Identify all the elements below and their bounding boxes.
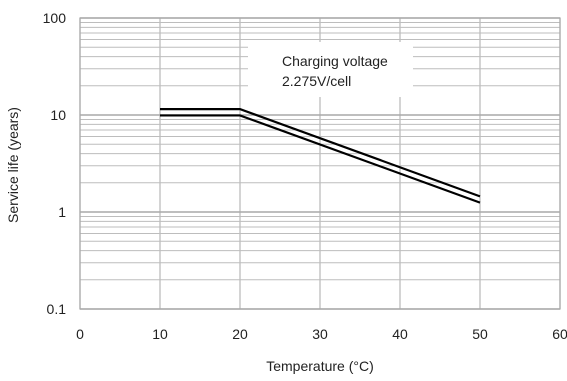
x-tick-label: 10 [152, 326, 168, 342]
x-axis-label: Temperature (°C) [266, 358, 374, 374]
grid-layer [79, 17, 561, 310]
annotation-line-1: Charging voltage [282, 53, 388, 69]
annotation-background [248, 42, 413, 97]
x-tick-label: 30 [312, 326, 328, 342]
x-tick-label: 50 [472, 326, 488, 342]
series-line-2 [160, 114, 481, 204]
series-line-1 [160, 108, 481, 198]
y-tick-labels: 0.1 1 10 100 [43, 10, 67, 317]
annotation-line-2: 2.275V/cell [282, 73, 351, 89]
y-axis-label: Service life (years) [5, 107, 21, 223]
x-tick-label: 20 [232, 326, 248, 342]
y-tick-label: 0.1 [47, 301, 67, 317]
x-tick-label: 60 [552, 326, 567, 342]
x-tick-labels: 0 10 20 30 40 50 60 [76, 326, 567, 342]
x-tick-label: 40 [392, 326, 408, 342]
x-tick-label: 0 [76, 326, 84, 342]
y-tick-label: 100 [43, 10, 67, 26]
y-tick-label: 10 [50, 107, 66, 123]
annotation-box: Charging voltage 2.275V/cell [248, 42, 413, 97]
series-layer [160, 108, 481, 204]
plot-border [79, 17, 561, 310]
y-tick-label: 1 [58, 204, 66, 220]
